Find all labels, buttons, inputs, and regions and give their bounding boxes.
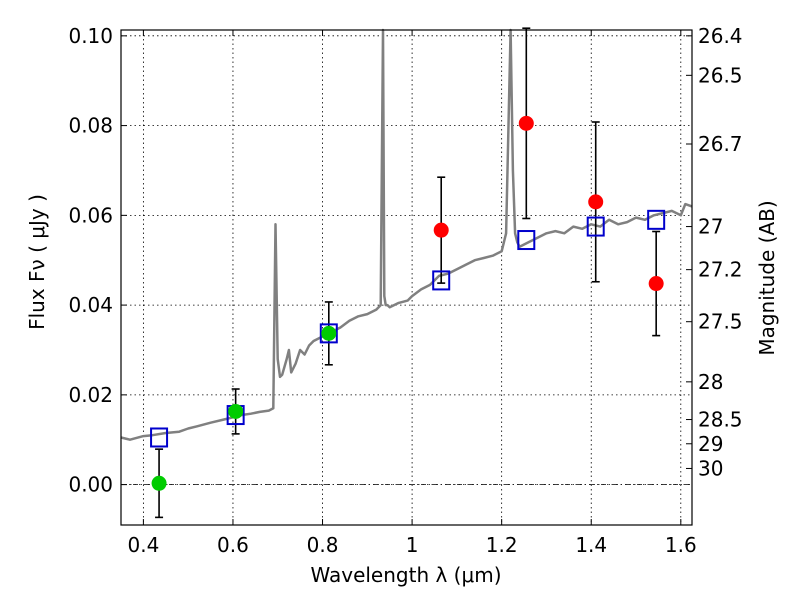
- y-tick-label: 0.02: [68, 383, 113, 407]
- model-square-marker: [150, 427, 169, 448]
- detection-point: [228, 403, 244, 419]
- y-tick-label: 0.00: [68, 473, 113, 497]
- spectrum-line: [120, 28, 693, 441]
- right-tick-label: 30: [698, 456, 723, 480]
- y-tick-label: 0.08: [68, 114, 113, 138]
- right-tick-label: 29: [698, 432, 723, 456]
- plot-frame: [120, 29, 693, 526]
- y-tick-label: 0.10: [68, 24, 113, 48]
- x-tick-label: 1.6: [665, 533, 697, 557]
- x-tick-label: 1.2: [486, 533, 518, 557]
- plot-background: [121, 30, 692, 525]
- right-tick-label: 27.5: [698, 310, 743, 334]
- detection-point: [648, 276, 664, 292]
- x-tick-label: 0.4: [127, 533, 159, 557]
- right-tick-label: 27: [698, 215, 723, 239]
- detection-point: [321, 325, 337, 341]
- right-axis-title: Magnitude (AB): [755, 200, 779, 355]
- model-square-marker: [319, 323, 338, 344]
- x-axis-title: Wavelength λ (μm): [310, 563, 501, 587]
- right-tick-label: 27.2: [698, 258, 743, 282]
- detection-point: [433, 222, 449, 238]
- right-tick-label: 26.7: [698, 132, 743, 156]
- model-square-marker: [517, 230, 536, 251]
- right-tick-label: 26.4: [698, 24, 743, 48]
- right-tick-label: 28: [698, 370, 723, 394]
- detection-point: [151, 475, 167, 491]
- grid: [121, 30, 692, 525]
- series-layer: [120, 27, 693, 519]
- model-square-marker: [432, 270, 451, 291]
- detection-point: [518, 115, 534, 131]
- y-tick-label: 0.04: [68, 293, 113, 317]
- ticks: 0.4 0.6 0.8 1 1.2 1.4 1.6 0.00 0.02 0.04 0.06 0.08 0…: [68, 24, 742, 557]
- model-square-marker: [586, 216, 605, 237]
- x-tick-label: 0.6: [217, 533, 249, 557]
- detection-point: [588, 194, 604, 210]
- x-tick-label: 1: [406, 533, 419, 557]
- right-tick-label: 26.5: [698, 63, 743, 87]
- y-axis-title: Flux Fν ( μJy ): [25, 194, 49, 330]
- right-tick-label: 28.5: [698, 408, 743, 432]
- y-tick-label: 0.06: [68, 203, 113, 227]
- x-tick-label: 1.4: [575, 533, 607, 557]
- model-square-marker: [647, 209, 666, 230]
- x-tick-label: 0.8: [307, 533, 339, 557]
